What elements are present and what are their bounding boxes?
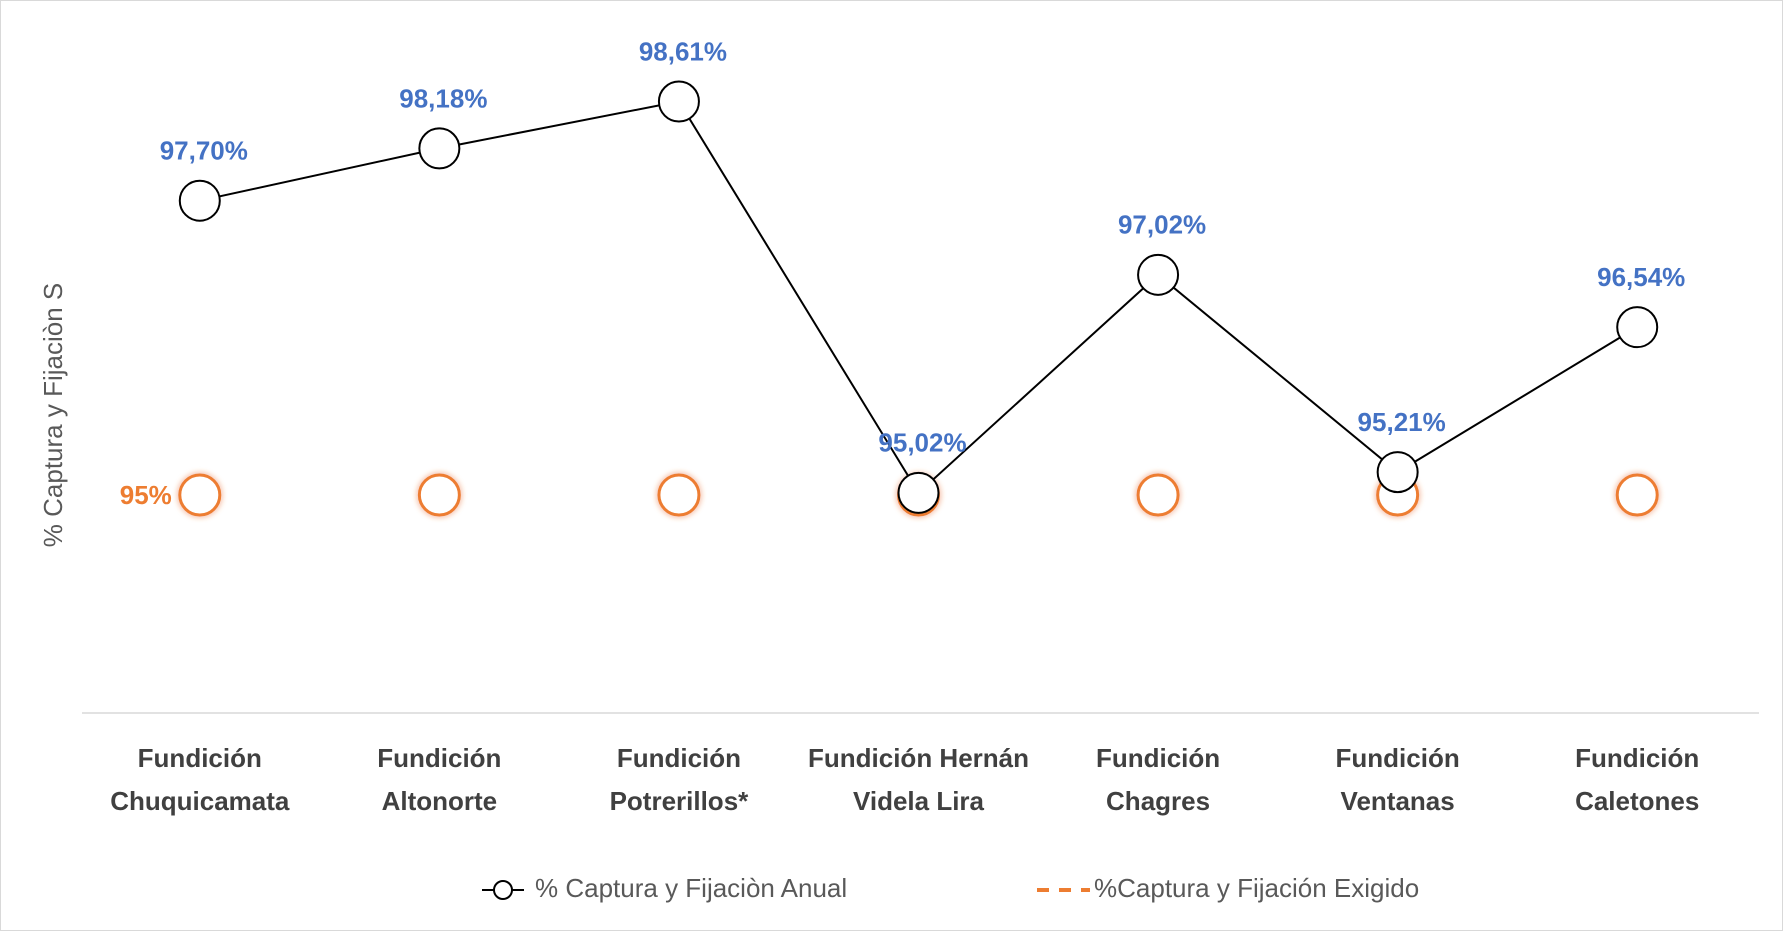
- x-tick-label: Fundición Potrerillos*: [609, 743, 749, 816]
- marker: [897, 471, 940, 514]
- x-tick-label: Fundición Ventanas: [1335, 743, 1460, 816]
- data-label: 95,02%: [878, 428, 966, 458]
- data-label: 96,54%: [1597, 262, 1685, 292]
- data-label: 95%: [120, 480, 172, 510]
- x-tick-label: Fundición Hernán Videla Lira: [808, 743, 1029, 816]
- legend-marker: [493, 880, 513, 900]
- y-axis-label: % Captura y Fijaciòn S: [38, 283, 68, 547]
- marker: [1137, 253, 1180, 296]
- marker: [1616, 306, 1659, 349]
- marker: [657, 80, 700, 123]
- marker: [178, 473, 222, 517]
- data-label: 98,61%: [639, 36, 727, 66]
- data-label: 97,70%: [160, 136, 248, 166]
- x-tick-label: Fundición Chagres: [1095, 743, 1221, 816]
- x-tick-label: Fundición Altonorte: [377, 743, 502, 816]
- marker: [417, 473, 461, 517]
- marker: [178, 179, 221, 222]
- data-label: 95,21%: [1358, 407, 1446, 437]
- marker: [1376, 451, 1419, 494]
- x-tick-label: Fundición Chuquicamata: [110, 743, 290, 816]
- x-tick-label: Fundición Caletones: [1575, 743, 1700, 816]
- data-label: 97,02%: [1118, 210, 1206, 240]
- marker: [657, 473, 701, 517]
- legend-label: %Captura y Fijación Exigido: [1094, 873, 1419, 903]
- marker: [418, 127, 461, 170]
- data-label: 98,18%: [399, 83, 487, 113]
- marker: [1615, 473, 1659, 517]
- marker: [1136, 473, 1180, 517]
- legend-label: % Captura y Fijaciòn Anual: [535, 873, 847, 903]
